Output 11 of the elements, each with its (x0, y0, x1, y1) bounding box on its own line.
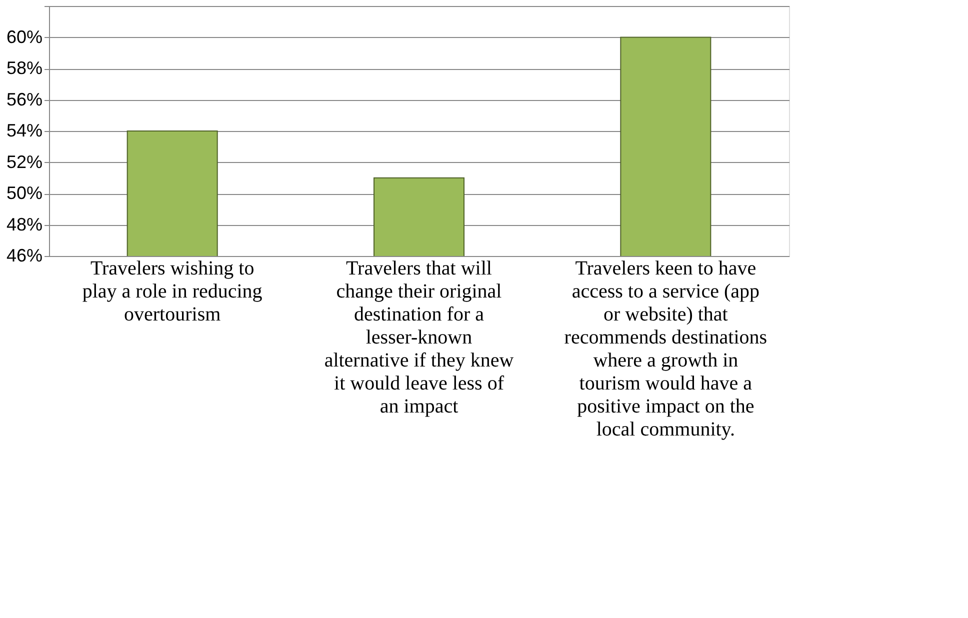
y-tick-label: 56% (6, 89, 42, 110)
x-tick-label: Travelers that will change their original destination for a lesser-known alternative if they knew it would leave less of an impact (324, 258, 514, 418)
y-tick-label: 54% (6, 120, 42, 140)
x-tick-label: Travelers wishing to play a role in reducing overtourism (82, 258, 262, 326)
y-tick-label: 60% (6, 26, 42, 47)
x-tick-label: Travelers keen to have access to a service (app or website) that recommends destinations where a growth in tourism would have a positive impact on the local community. (564, 258, 768, 440)
y-tick-label: 50% (6, 183, 42, 203)
y-tick-label: 46% (6, 246, 42, 266)
y-tick-label: 48% (6, 214, 42, 234)
y-tick-label: 58% (6, 58, 42, 78)
y-tick-label: 52% (6, 152, 42, 172)
